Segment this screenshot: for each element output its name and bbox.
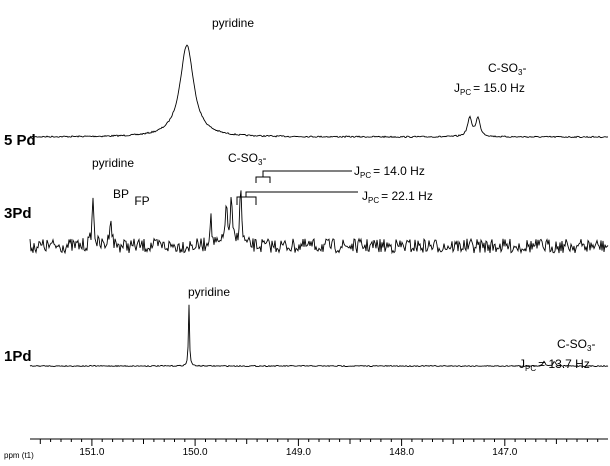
x-axis-ticks [39, 439, 599, 446]
annotation-bp: BP [113, 187, 129, 201]
annotation-fp: FP [134, 194, 149, 208]
annotation-jpc-22hz: JPC = 22.1 Hz [362, 189, 433, 205]
trace-label-1pd: 1Pd [4, 348, 32, 365]
annotation-jpc-1pd: JPC = 13.7 Hz [519, 357, 590, 373]
jpc-bracket-14hz [255, 170, 352, 183]
annotation-pyridine-5pd: pyridine [212, 16, 254, 30]
annotation-pyridine-1pd: pyridine [188, 285, 230, 299]
x-tick-label: 151.0 [79, 447, 104, 458]
annotation-cso3-3pd: C-SO3- [228, 151, 266, 167]
annotation-cso3-1pd: C-SO3- [557, 337, 595, 353]
x-tick-label: 149.0 [286, 447, 311, 458]
x-axis-tick-labels: 151.0 150.0 149.0 148.0 147.0 [79, 447, 517, 458]
annotation-cso3-5pd: C-SO3- [488, 61, 526, 77]
x-tick-label: 148.0 [389, 447, 414, 458]
spectrum-trace-3pd [29, 190, 609, 255]
jpc-bracket-22hz [236, 191, 358, 205]
spectrum-trace-1pd [29, 304, 609, 368]
trace-label-5pd: 5 Pd [4, 132, 36, 149]
x-axis-label: ppm (t1) [4, 451, 34, 460]
annotation-jpc-5pd: JPC = 15.0 Hz [454, 81, 525, 97]
annotation-jpc-14hz: JPC = 14.0 Hz [354, 164, 425, 180]
x-tick-label: 150.0 [183, 447, 208, 458]
spectrum-trace-5pd [29, 44, 609, 139]
trace-label-3pd: 3Pd [4, 205, 32, 222]
annotation-pyridine-3pd: pyridine [92, 156, 134, 170]
x-tick-label: 147.0 [492, 447, 517, 458]
